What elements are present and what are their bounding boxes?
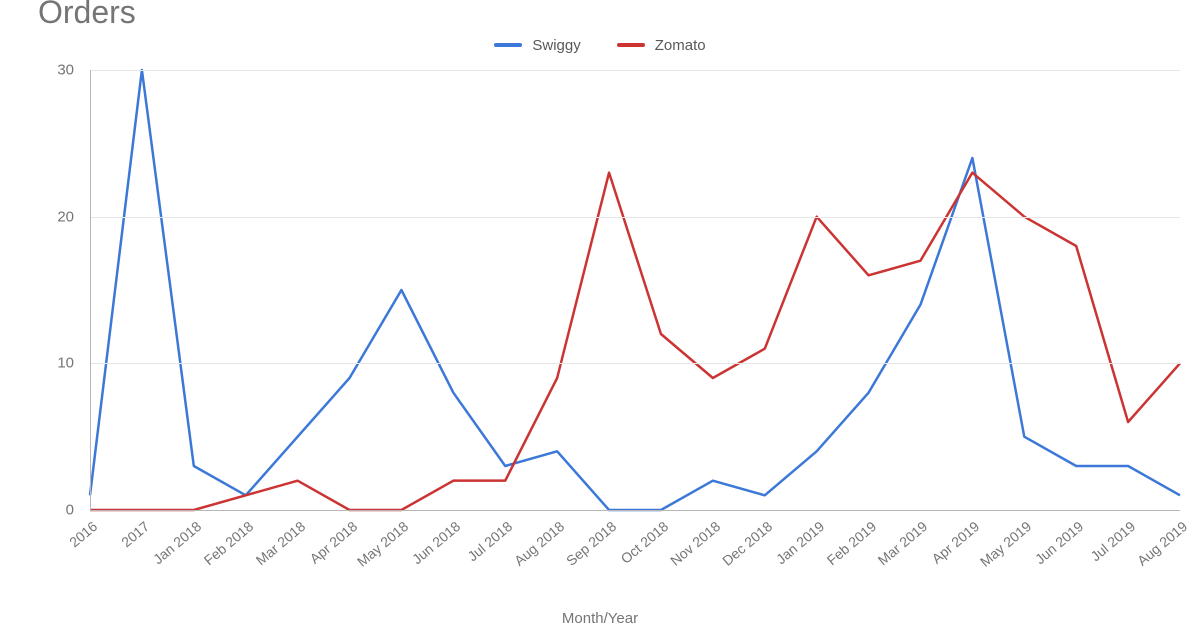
gridline (90, 363, 1180, 364)
series-line-swiggy (90, 70, 1180, 510)
y-tick-label: 10 (57, 355, 74, 372)
x-tick-label: May 2019 (977, 518, 1034, 570)
x-tick-label: Nov 2018 (667, 518, 723, 569)
y-tick-label: 0 (66, 502, 74, 519)
y-tick-label: 20 (57, 208, 74, 225)
x-tick-label: Apr 2019 (929, 518, 983, 567)
x-tick-label: Dec 2018 (719, 518, 775, 569)
x-tick-label: Jun 2018 (409, 518, 463, 567)
x-tick-label: Jan 2019 (773, 518, 827, 567)
x-tick-label: Mar 2019 (875, 518, 931, 568)
chart-legend: Swiggy Zomato (0, 34, 1200, 54)
x-tick-label: Mar 2018 (252, 518, 308, 568)
x-tick-label: Aug 2019 (1134, 518, 1190, 569)
legend-label: Swiggy (532, 37, 580, 54)
x-tick-label: Sep 2018 (563, 518, 619, 569)
y-tick-label: 30 (57, 62, 74, 79)
legend-label: Zomato (655, 37, 706, 54)
x-axis-title: Month/Year (0, 610, 1200, 627)
x-tick-label: Jun 2019 (1032, 518, 1086, 567)
x-tick-label: Apr 2018 (306, 518, 360, 567)
chart-plot-area: 010203020162017Jan 2018Feb 2018Mar 2018A… (90, 70, 1180, 510)
gridline (90, 510, 1180, 511)
legend-item-zomato[interactable]: Zomato (617, 37, 706, 54)
chart-title: Orders (38, 0, 136, 31)
x-tick-label: May 2018 (354, 518, 411, 570)
x-tick-label: Oct 2018 (617, 518, 671, 567)
legend-swatch (617, 43, 645, 47)
x-tick-label: Jan 2018 (150, 518, 204, 567)
legend-item-swiggy[interactable]: Swiggy (494, 37, 580, 54)
x-tick-label: 2016 (66, 518, 100, 550)
gridline (90, 70, 1180, 71)
x-tick-label: Feb 2018 (200, 518, 256, 568)
gridline (90, 217, 1180, 218)
legend-swatch (494, 43, 522, 47)
x-tick-label: 2017 (118, 518, 152, 550)
chart-lines (90, 70, 1180, 510)
x-tick-label: Jul 2019 (1088, 518, 1139, 564)
y-axis-line (90, 70, 91, 510)
x-tick-label: Jul 2018 (465, 518, 516, 564)
x-tick-label: Feb 2019 (823, 518, 879, 568)
series-line-zomato (90, 173, 1180, 510)
x-tick-label: Aug 2018 (511, 518, 567, 569)
